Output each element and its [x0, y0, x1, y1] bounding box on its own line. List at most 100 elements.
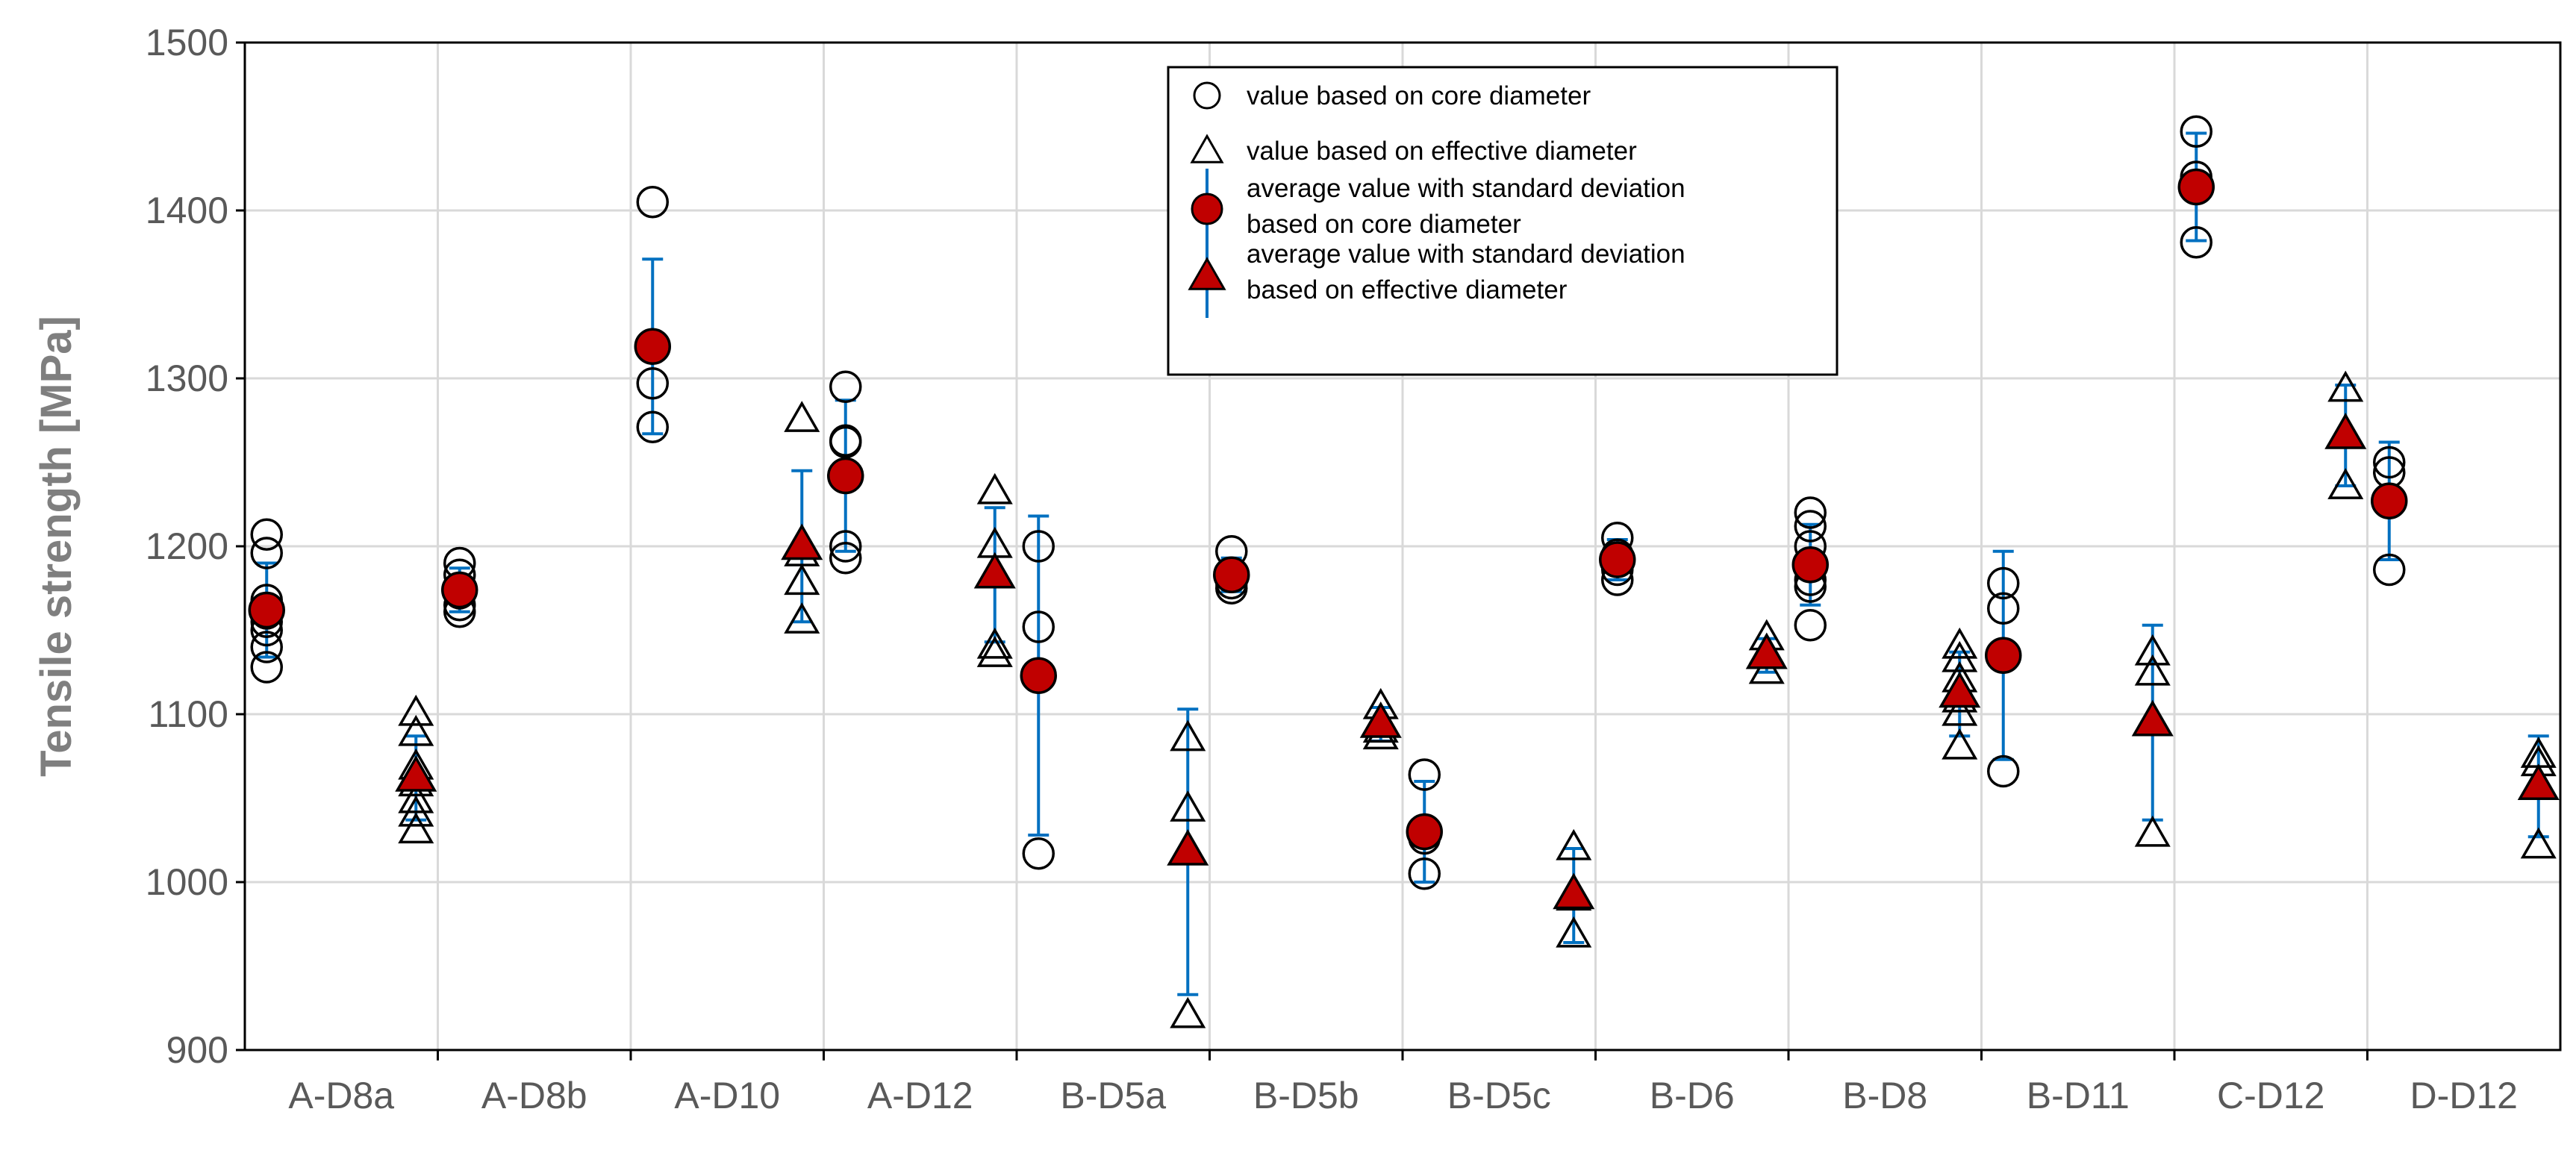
effective-value-point [784, 602, 820, 634]
legend-label: based on effective diameter [1247, 275, 1568, 304]
core-value-point [1987, 592, 2020, 625]
y-tick-label: 1500 [146, 22, 228, 63]
effective-mean-point [1167, 829, 1209, 866]
effective-mean-point [1745, 632, 1788, 669]
legend-label: average value with standard deviation [1247, 240, 1685, 269]
x-category-label: D-D12 [2410, 1075, 2518, 1116]
axis-layer [236, 41, 2562, 1060]
effective-value-point [398, 714, 434, 746]
effective-value-point [1942, 627, 1978, 659]
core-mean-point [1406, 813, 1443, 851]
y-tick-label: 1000 [146, 861, 228, 903]
effective-value-point [1556, 916, 1592, 948]
core-mean-point [1985, 637, 2022, 674]
core-value-point [636, 410, 669, 443]
x-category-label: A-D8b [481, 1075, 587, 1116]
effective-value-point [1942, 728, 1978, 760]
legend-symbol-filled-circle [1191, 193, 1223, 225]
core-value-point [250, 537, 283, 569]
effective-value-point [2134, 634, 2171, 666]
core-value-point [2180, 115, 2212, 148]
core-value-point [1794, 496, 1827, 529]
core-value-point [1987, 566, 2020, 600]
y-tick-label: 900 [166, 1029, 228, 1071]
effective-value-point [398, 812, 434, 844]
effective-mean-point [395, 755, 437, 792]
x-category-label: C-D12 [2217, 1075, 2324, 1116]
y-tick-label: 1200 [146, 525, 228, 567]
x-category-label: B-D5b [1253, 1075, 1359, 1116]
effective-value-point [2134, 815, 2171, 847]
core-value-point [1022, 837, 1055, 870]
core-mean-point [1020, 657, 1057, 694]
core-mean-point [2177, 168, 2215, 206]
label-layer: 900 1000 1100 1200 1300 1400 1500 A-D8a A-D8b A-D… [32, 22, 2518, 1116]
effective-value-point [1170, 790, 1206, 822]
effective-value-point [976, 636, 1013, 667]
effective-value-point [398, 694, 434, 726]
effective-value-point [2327, 370, 2364, 402]
effective-value-point [2520, 827, 2557, 859]
core-value-point [829, 542, 862, 575]
effective-value-point [1556, 828, 1592, 860]
x-category-label: B-D5a [1060, 1075, 1166, 1116]
core-value-point [250, 631, 283, 663]
x-category-label: A-D8a [288, 1075, 394, 1116]
effective-value-point [976, 472, 1013, 504]
core-mean-point [1599, 541, 1636, 578]
x-category-label: A-D10 [674, 1075, 780, 1116]
effective-mean-point [2517, 763, 2560, 801]
core-value-point [829, 370, 862, 403]
core-value-point [636, 367, 669, 400]
effective-value-point [976, 627, 1013, 659]
legend-symbol-open-triangle [1190, 134, 1224, 163]
core-mean-point [827, 457, 864, 495]
core-mean-point [441, 571, 478, 609]
core-mean-point [248, 591, 285, 629]
core-mean-point [1791, 546, 1829, 584]
effective-value-point [1942, 640, 1978, 672]
core-value-point [2180, 226, 2212, 259]
legend-symbol-open-circle [1193, 81, 1221, 110]
core-value-point [1794, 510, 1827, 543]
legend: value based on core diameter value based … [1167, 66, 1839, 376]
effective-value-point [1170, 996, 1206, 1028]
core-value-point [636, 186, 669, 219]
core-value-point [1022, 530, 1055, 563]
core-mean-point [1213, 556, 1250, 593]
x-category-label: B-D5c [1447, 1075, 1551, 1116]
legend-label: value based on effective diameter [1247, 137, 1637, 166]
core-value-point [1022, 610, 1055, 643]
legend-label: average value with standard deviation [1247, 174, 1685, 203]
effective-mean-point [1553, 872, 1595, 910]
x-category-label: B-D11 [2027, 1075, 2130, 1116]
core-value-point [250, 518, 283, 551]
effective-mean-point [1939, 671, 1981, 708]
core-value-point [2373, 446, 2406, 479]
mean-layer [248, 168, 2560, 910]
effective-value-point [1170, 719, 1206, 752]
effective-value-point [2134, 654, 2171, 686]
legend-label: value based on core diameter [1247, 81, 1591, 110]
core-mean-point [634, 328, 671, 365]
effective-mean-point [1359, 702, 1402, 738]
effective-mean-point [2324, 413, 2367, 449]
core-value-point [829, 530, 862, 563]
effective-value-point [398, 781, 434, 813]
effective-mean-point [781, 523, 823, 560]
core-value-point [250, 651, 283, 684]
y-tick-label: 1100 [148, 693, 228, 735]
core-value-point [829, 425, 862, 459]
x-category-label: B-D6 [1650, 1075, 1735, 1116]
legend-box [1167, 66, 1839, 376]
effective-mean-point [973, 551, 1016, 589]
effective-value-point [784, 401, 820, 432]
legend-label: based on core diameter [1247, 210, 1521, 239]
y-axis-title: Tensile strength [MPa] [32, 316, 81, 777]
effective-value-point [398, 795, 434, 827]
legend-symbol-filled-triangle [1188, 257, 1226, 290]
y-tick-label: 1400 [146, 190, 228, 231]
core-value-point [1987, 754, 2020, 788]
